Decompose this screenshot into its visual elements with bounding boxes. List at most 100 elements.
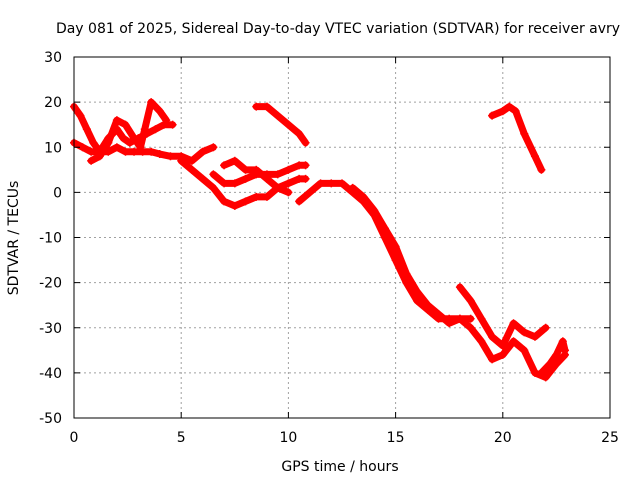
data-point [380,224,389,233]
data-point [130,147,139,156]
y-tick-label: -30 [39,321,62,337]
x-tick-label: 20 [494,430,512,446]
data-point [104,138,113,147]
data-point [252,102,261,111]
data-point [177,156,186,165]
data-point [241,165,250,174]
data-point [530,332,539,341]
data-point [262,102,271,111]
data-point [520,346,529,355]
data-point [273,183,282,192]
data-point [209,143,218,152]
data-point [488,111,497,120]
data-point [509,337,518,346]
data-point [147,147,156,156]
data-point [241,197,250,206]
data-point [541,323,550,332]
data-point [498,350,507,359]
series-track-4 [177,156,310,210]
data-point [187,156,196,165]
data-point [413,296,422,305]
data-point [220,179,229,188]
data-point [273,111,282,120]
data-point [162,116,171,125]
data-point [295,129,304,138]
data-point [445,319,454,328]
series-track-8 [295,179,569,382]
data-point [316,179,325,188]
data-point [187,165,196,174]
data-point [537,165,546,174]
series-track-1 [70,102,218,165]
data-point [498,341,507,350]
x-tick-label: 10 [279,430,297,446]
data-point [136,143,145,152]
chart-title: Day 081 of 2025, Sidereal Day-to-day VTE… [56,21,620,37]
data-point [151,125,160,134]
series-line [252,103,310,147]
data-point [220,197,229,206]
data-point [230,201,239,210]
data-point [520,129,529,138]
series-track-7 [252,102,310,147]
x-tick-label: 5 [177,430,186,446]
data-point [284,179,293,188]
x-tick-label: 0 [70,430,79,446]
axis-ticks: 0 5 10 15 20 25 30 20 10 0 -10 -20 -30 -40 -50 [39,50,619,446]
data-point [155,150,164,159]
data-point [359,192,368,201]
data-point [370,206,379,215]
data-point [241,174,250,183]
series-line [349,184,475,327]
data-point [89,138,98,147]
data-point [509,319,518,328]
data-point [121,147,130,156]
x-tick-label: 25 [601,430,619,446]
data-point [284,165,293,174]
data-point [76,111,85,120]
data-point [262,174,271,183]
series-track-6 [220,156,293,197]
data-point [423,301,432,310]
data-point [301,161,310,170]
data-point [488,355,497,364]
data-point [348,183,357,192]
data-point [552,350,561,359]
y-tick-label: 10 [44,140,62,156]
data-point [530,152,539,161]
data-point [537,368,546,377]
data-point [413,287,422,296]
data-point [252,192,261,201]
y-tick-label: 20 [44,95,62,111]
data-point [391,242,400,251]
data-point [327,179,336,188]
series-line [295,179,569,381]
data-point [455,283,464,292]
data-point [198,174,207,183]
data-point [95,152,104,161]
data-point [477,314,486,323]
data-point [112,143,121,152]
data-point [209,183,218,192]
data-point [455,314,464,323]
data-point [505,102,514,111]
data-point [125,138,134,147]
data-point [301,174,310,183]
data-point [466,323,475,332]
y-tick-label: -20 [39,276,62,292]
data-point [466,296,475,305]
series-track-9 [348,183,475,328]
data-point [301,138,310,147]
data-point [488,332,497,341]
data-point [252,165,261,174]
data-point [284,188,293,197]
data-point [284,120,293,129]
x-tick-label: 15 [387,430,405,446]
y-tick-label: -40 [39,366,62,382]
y-tick-label: 30 [44,50,62,66]
series-track-10 [455,283,550,350]
x-axis-label: GPS time / hours [281,459,398,475]
data-point [402,269,411,278]
data-point [82,125,91,134]
